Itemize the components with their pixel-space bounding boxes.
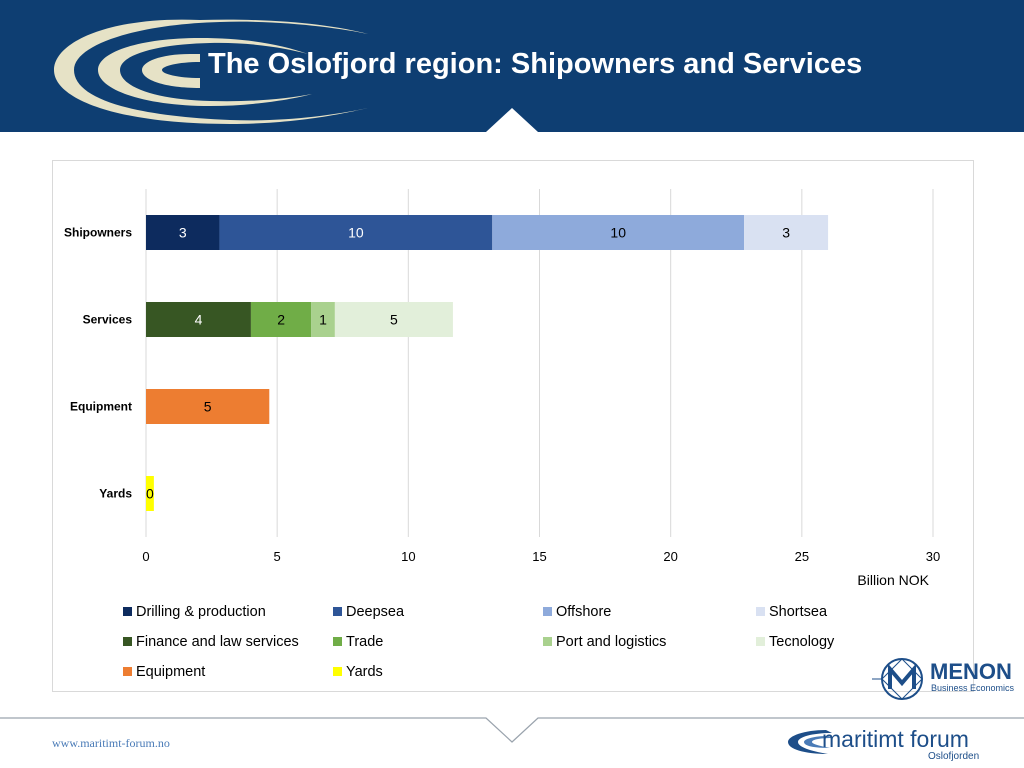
maritimt-swoosh-icon (788, 730, 832, 754)
legend-swatch (543, 637, 552, 646)
bar-services-port-and-logistics (311, 302, 335, 337)
category-label-yards: Yards (99, 487, 132, 501)
stacked-bar-chart: 3 10 10 34 2 1 550 ShipownersServicesEquipment… (64, 189, 940, 680)
data-label-deepsea: 10 (348, 225, 364, 241)
legend-swatch (333, 637, 342, 646)
maritimt-forum-logo: maritimt forum Oslofjorden (786, 726, 986, 766)
data-label-tecnology: 5 (390, 312, 398, 328)
bars (146, 215, 829, 511)
legend-label: Deepsea (346, 604, 405, 620)
menon-subtitle: Business Economics (931, 683, 1015, 693)
chart-frame: 3 10 10 3 4 2 1 5 5 0 Shipowners Services Equipment… (52, 160, 974, 692)
legend-item-port-and-logistics: Port and logistics (543, 634, 666, 650)
legend-swatch (123, 637, 132, 646)
bar-shipowners-deepsea (219, 215, 493, 250)
legend-item-drilling-and-production: Drilling & production (123, 604, 266, 620)
x-tick-labels: 0 5 10 15 20 25 30 (142, 549, 940, 564)
legend-swatch (123, 607, 132, 616)
legend-label: Offshore (556, 604, 611, 620)
bar-services-tecnology (334, 302, 453, 337)
legend-item-tecnology: Tecnology (756, 634, 835, 650)
maritimt-forum-subtitle: Oslofjorden (928, 751, 980, 762)
maritimt-forum-name: maritimt forum (822, 726, 969, 752)
bar-shipowners-drilling-and-production (146, 215, 220, 250)
data-label-drilling-and-production: 3 (179, 225, 187, 241)
data-label-equipment: 5 (204, 399, 212, 415)
page-title: The Oslofjord region: Shipowners and Ser… (208, 48, 863, 80)
legend-label: Shortsea (769, 604, 828, 620)
data-label-trade: 2 (277, 312, 285, 328)
legend-swatch (756, 637, 765, 646)
footer-divider (0, 717, 1024, 743)
x-axis-label: Billion NOK (857, 572, 929, 588)
legend-item-deepsea: Deepsea (333, 604, 405, 620)
legend: Drilling & production Deepsea Offshore Shor… (123, 604, 835, 680)
legend-label: Tecnology (769, 634, 835, 650)
menon-name: MENON (930, 659, 1012, 684)
legend-label: Trade (346, 634, 383, 650)
x-tick-label: 10 (401, 549, 415, 564)
legend-swatch (333, 607, 342, 616)
legend-swatch (543, 607, 552, 616)
bar-services-finance-and-law-services (146, 302, 251, 337)
logo-swoosh-icon (54, 19, 368, 124)
data-label-yards: 0 (146, 486, 154, 502)
legend-swatch (123, 667, 132, 676)
legend-swatch (333, 667, 342, 676)
category-label-equipment: Equipment (70, 400, 132, 414)
data-label-offshore: 10 (610, 225, 626, 241)
menon-logo: MENON Business Economics (870, 655, 1020, 705)
category-labels: Shipowners Services Equipment Yards (64, 226, 132, 501)
legend-swatch (756, 607, 765, 616)
x-tick-label: 5 (274, 549, 281, 564)
legend-item-equipment: Equipment (123, 664, 205, 680)
x-tick-label: 25 (795, 549, 809, 564)
footer-url[interactable]: www.maritimt-forum.no (52, 736, 170, 750)
legend-item-shortsea: Shortsea (756, 604, 828, 620)
x-tick-label: 20 (663, 549, 677, 564)
category-label-shipowners: Shipowners (64, 226, 132, 240)
menon-m-diamond-icon (872, 658, 923, 700)
bar-shipowners-offshore (492, 215, 745, 250)
legend-item-offshore: Offshore (543, 604, 611, 620)
bar-yards-yards (146, 476, 154, 511)
data-label-port-and-logistics: 1 (319, 312, 327, 328)
category-label-services: Services (83, 313, 133, 327)
data-labels: 3 10 10 3 4 2 1 5 5 0 (146, 225, 790, 502)
legend-label: Yards (346, 664, 383, 680)
bar-equipment-equipment (146, 389, 270, 424)
data-label-shortsea: 3 (782, 225, 790, 241)
bar-services-trade (250, 302, 312, 337)
legend-label: Finance and law services (136, 634, 299, 650)
legend-label: Equipment (136, 664, 205, 680)
x-tick-label: 15 (532, 549, 546, 564)
legend-item-yards: Yards (333, 664, 383, 680)
x-tick-label: 30 (926, 549, 940, 564)
legend-item-finance-and-law-services: Finance and law services (123, 634, 299, 650)
x-tick-label: 0 (142, 549, 149, 564)
legend-label: Port and logistics (556, 634, 666, 650)
data-label-finance-and-law-services: 4 (195, 312, 203, 328)
header-notch (486, 108, 538, 132)
bar-shipowners-shortsea (744, 215, 829, 250)
legend-item-trade: Trade (333, 634, 383, 650)
legend-label: Drilling & production (136, 604, 266, 620)
